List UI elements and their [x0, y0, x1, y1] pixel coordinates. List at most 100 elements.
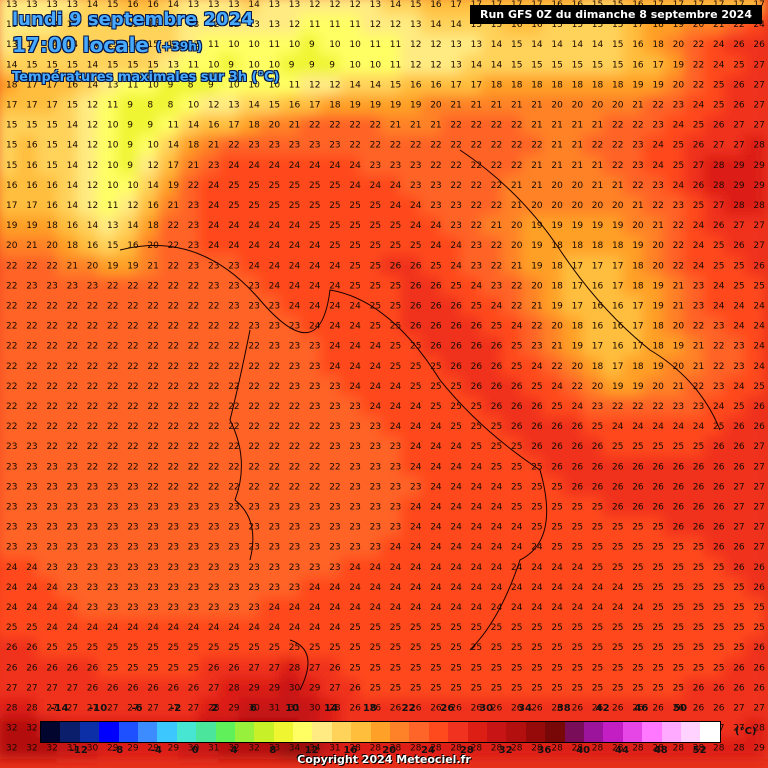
grid-value: 23	[67, 583, 78, 593]
grid-value: 25	[753, 281, 764, 291]
grid-value: 26	[491, 382, 503, 392]
grid-value: 27	[753, 121, 764, 131]
grid-value: 25	[511, 643, 522, 653]
grid-value: 25	[370, 261, 381, 271]
grid-value: 21	[410, 121, 421, 131]
grid-value: 27	[713, 201, 724, 211]
grid-cell	[278, 195, 300, 217]
legend-swatch	[312, 722, 332, 742]
grid-value: 10	[370, 60, 382, 70]
grid-cell	[76, 74, 98, 96]
grid-value: 22	[511, 121, 522, 131]
grid-value: 26	[450, 322, 462, 332]
grid-value: 10	[269, 60, 281, 70]
grid-value: 25	[632, 683, 643, 693]
grid-value: 11	[168, 121, 179, 131]
grid-value: 23	[228, 603, 239, 613]
grid-cell	[76, 114, 98, 136]
grid-cell	[379, 94, 401, 116]
variable-title: Températures maximales sur 3h (°C)	[12, 70, 280, 85]
grid-value: 26	[471, 382, 483, 392]
grid-cell	[76, 235, 98, 257]
grid-value: 26	[450, 302, 462, 312]
grid-value: 25	[693, 442, 704, 452]
grid-value: 24	[329, 261, 341, 271]
grid-cell	[703, 54, 725, 76]
grid-cell	[440, 54, 462, 76]
grid-cell	[339, 174, 361, 196]
grid-cell	[97, 154, 119, 176]
grid-value: 22	[127, 422, 138, 432]
grid-cell	[218, 154, 240, 176]
grid-value: 24	[471, 563, 483, 573]
grid-value: 23	[46, 462, 57, 472]
grid-value: 22	[652, 402, 663, 412]
grid-cell	[258, 34, 280, 56]
grid-value: 16	[6, 181, 18, 191]
grid-cell	[359, 174, 381, 196]
grid-value: 11	[390, 60, 401, 70]
grid-value: 28	[6, 704, 18, 714]
grid-value: 23	[107, 482, 118, 492]
grid-value: 21	[572, 161, 583, 171]
grid-value: 25	[693, 543, 704, 553]
grid-value: 26	[147, 683, 159, 693]
grid-value: 25	[531, 623, 542, 633]
legend-swatch	[157, 722, 177, 742]
grid-cell	[400, 134, 422, 156]
grid-value: 24	[491, 523, 503, 533]
grid-value: 22	[693, 80, 704, 90]
grid-value: 25	[753, 623, 764, 633]
grid-value: 17	[168, 161, 179, 171]
grid-value: 23	[410, 181, 421, 191]
grid-value: 15	[67, 101, 78, 111]
legend-tick-label: 22	[401, 703, 416, 714]
grid-cell	[521, 34, 543, 56]
grid-value: 23	[349, 442, 360, 452]
grid-cell	[278, 94, 300, 116]
grid-cell	[581, 34, 603, 56]
grid-value: 27	[753, 442, 764, 452]
grid-value: 22	[228, 342, 239, 352]
grid-cell	[359, 215, 381, 237]
grid-value: 25	[188, 663, 199, 673]
grid-value: 23	[632, 161, 643, 171]
grid-value: 23	[289, 141, 300, 151]
grid-value: 25	[713, 80, 724, 90]
grid-cell	[440, 94, 462, 116]
grid-value: 25	[127, 663, 138, 673]
grid-value: 26	[713, 543, 725, 553]
grid-value: 22	[127, 442, 138, 452]
grid-value: 23	[309, 503, 320, 513]
grid-value: 22	[107, 422, 118, 432]
grid-cell	[97, 235, 119, 257]
grid-value: 23	[208, 523, 219, 533]
grid-cell	[440, 174, 462, 196]
grid-value: 21	[531, 121, 542, 131]
grid-value: 25	[531, 643, 542, 653]
grid-value: 23	[673, 201, 684, 211]
grid-value: 9	[127, 141, 133, 151]
grid-value: 22	[673, 221, 684, 231]
grid-value: 26	[511, 402, 523, 412]
legend-swatch	[642, 722, 662, 742]
grid-value: 25	[693, 603, 704, 613]
grid-cell	[238, 74, 260, 96]
grid-cell	[299, 154, 321, 176]
grid-value: 26	[511, 382, 523, 392]
grid-value: 23	[390, 462, 401, 472]
grid-value: 16	[26, 161, 38, 171]
grid-value: 22	[349, 141, 360, 151]
grid-value: 24	[67, 603, 79, 613]
grid-value: 28	[289, 663, 301, 673]
legend-tick-label: 26	[440, 703, 455, 714]
grid-cell	[420, 54, 442, 76]
grid-cell	[460, 94, 482, 116]
grid-cell	[723, 174, 745, 196]
grid-value: 22	[491, 121, 502, 131]
grid-value: 23	[6, 523, 17, 533]
grid-value: 23	[67, 462, 78, 472]
grid-value: 22	[289, 482, 300, 492]
grid-value: 25	[632, 643, 643, 653]
